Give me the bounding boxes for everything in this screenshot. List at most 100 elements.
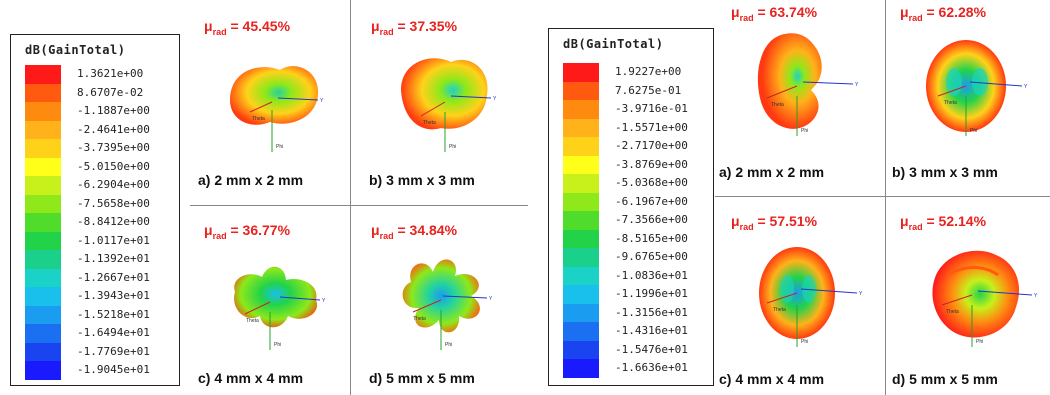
theta-label: Theta — [423, 120, 436, 126]
legend-swatch — [563, 211, 599, 230]
radiation-pattern-3d: Y Theta Phi — [926, 40, 1028, 136]
legend-swatch — [25, 157, 61, 176]
pattern-cell-b: μrad = 37.35% Y Theta Phi b) 3 mm x 3 mm — [351, 0, 529, 205]
subfigure-caption: c) 4 mm x 4 mm — [719, 371, 825, 387]
legend-swatch — [563, 192, 599, 211]
mu-subscript: rad — [212, 230, 227, 241]
legend-value: -1.1996e+01 — [615, 287, 688, 300]
mu-subscript: rad — [379, 26, 394, 37]
pattern-cell-a: μrad = 45.45% Y Theta Phi a) 2 mm x 2 mm — [190, 0, 350, 205]
legend-value: -1.5571e+00 — [615, 120, 688, 134]
legend-swatch — [25, 194, 61, 213]
mu-subscript: rad — [739, 12, 754, 23]
y-axis-label: Y — [1024, 84, 1028, 90]
phi-label: Phi — [801, 339, 808, 345]
legend-value: -3.9716e-01 — [615, 102, 688, 115]
y-axis-arrow — [800, 288, 858, 294]
theta-label: Theta — [413, 316, 426, 322]
theta-axis — [766, 85, 798, 99]
theta-label: Theta — [944, 100, 957, 106]
theta-axis — [244, 301, 271, 315]
radiation-pattern-3d: Y Theta Phi — [234, 266, 326, 350]
legend-swatch — [25, 342, 61, 361]
legend-value: -6.2904e+00 — [77, 178, 150, 191]
legend-swatch — [25, 102, 61, 121]
legend-swatch — [563, 285, 599, 304]
mu-subscript: rad — [908, 221, 923, 232]
phi-label: Phi — [970, 128, 977, 134]
legend-title: dB(GainTotal) — [563, 37, 664, 51]
legend-value: -2.4641e+00 — [77, 122, 150, 136]
legend-value: -1.1887e+00 — [77, 104, 150, 117]
legend-right: dB(GainTotal) 1.9227e+00 7.6275e-01 -3.9… — [548, 28, 714, 386]
phi-label: Phi — [274, 342, 281, 348]
radiation-efficiency-label: μrad = 34.84% — [371, 222, 457, 241]
legend-swatch — [563, 100, 599, 119]
mu-subscript: rad — [379, 230, 394, 241]
theta-axis — [941, 294, 973, 306]
subfigure-caption: d) 5 mm x 5 mm — [892, 371, 998, 387]
legend-value: -1.7769e+01 — [77, 344, 150, 358]
legend-value: 7.6275e-01 — [615, 83, 682, 97]
theta-label: Theta — [252, 116, 265, 122]
legend-swatch — [25, 65, 61, 84]
mu-value: = 63.74% — [757, 4, 818, 20]
y-axis-arrow — [277, 97, 319, 101]
pattern-surface — [230, 66, 319, 125]
legend-swatch — [563, 155, 599, 174]
pattern-cell-c: μrad = 36.77% Y Theta Phi c) 4 mm x 4 mm — [190, 206, 350, 395]
legend-value: -9.6765e+00 — [615, 250, 688, 263]
mu-symbol: μ — [204, 222, 213, 238]
legend-swatch — [563, 118, 599, 137]
grid-divider-horizontal — [190, 205, 528, 206]
mu-value: = 36.77% — [230, 222, 291, 238]
legend-value: -1.6494e+01 — [77, 326, 150, 339]
theta-axis — [412, 299, 442, 313]
mu-value: = 52.14% — [926, 213, 987, 229]
mu-symbol: μ — [371, 222, 380, 238]
legend-left: dB(GainTotal) 1.3621e+00 8.6707e-02 -1.1… — [10, 34, 180, 386]
legend-swatch — [25, 176, 61, 195]
theta-label: Theta — [246, 318, 259, 324]
legend-swatch — [563, 248, 599, 267]
legend-value: -1.6636e+01 — [615, 361, 688, 374]
legend-value: -1.5476e+01 — [615, 342, 688, 356]
pattern-cell-d: μrad = 34.84% Y Theta Phi d) 5 mm x 5 mm — [351, 206, 529, 395]
pattern-lobe-highlight — [780, 275, 794, 303]
theta-axis — [420, 101, 446, 117]
y-axis-label: Y — [1034, 293, 1038, 299]
y-axis-arrow — [450, 95, 492, 99]
mu-symbol: μ — [371, 18, 380, 34]
legend-value: 1.3621e+00 — [77, 67, 144, 80]
y-axis-label: Y — [322, 298, 326, 304]
mu-value: = 34.84% — [397, 222, 458, 238]
phi-label: Phi — [449, 144, 456, 150]
right-figure: dB(GainTotal) 1.9227e+00 7.6275e-01 -3.9… — [540, 0, 1050, 395]
legend-value: -1.4316e+01 — [615, 324, 688, 337]
pattern-surface — [757, 33, 822, 129]
grid-divider-vertical — [885, 0, 886, 395]
legend-swatch — [25, 361, 61, 380]
legend-swatch — [563, 359, 599, 378]
mu-subscript: rad — [739, 221, 754, 232]
pattern-cell-a: μrad = 63.74% Y Theta Phi a) 2 mm x 2 mm — [715, 0, 885, 196]
theta-label: Theta — [771, 102, 784, 108]
y-axis-arrow — [442, 295, 488, 299]
legend-value: -1.1392e+01 — [77, 252, 150, 265]
legend-value: -1.0836e+01 — [615, 268, 688, 282]
theta-axis — [766, 292, 798, 304]
legend-swatch — [25, 213, 61, 232]
y-axis-arrow — [969, 81, 1023, 87]
mu-value: = 37.35% — [397, 18, 458, 34]
radiation-efficiency-label: μrad = 57.51% — [731, 213, 817, 232]
radiation-pattern-3d: Y Theta Phi — [757, 33, 859, 136]
pattern-cell-d: μrad = 52.14% Y Theta Phi d) 5 mm x 5 mm — [886, 197, 1050, 395]
subfigure-caption: d) 5 mm x 5 mm — [369, 370, 475, 386]
legend-swatch — [25, 287, 61, 306]
legend-value: -2.7170e+00 — [615, 139, 688, 152]
legend-swatch — [25, 231, 61, 250]
legend-swatch — [563, 81, 599, 100]
mu-symbol: μ — [731, 4, 740, 20]
mu-value: = 45.45% — [230, 18, 291, 34]
theta-label: Theta — [946, 309, 959, 315]
